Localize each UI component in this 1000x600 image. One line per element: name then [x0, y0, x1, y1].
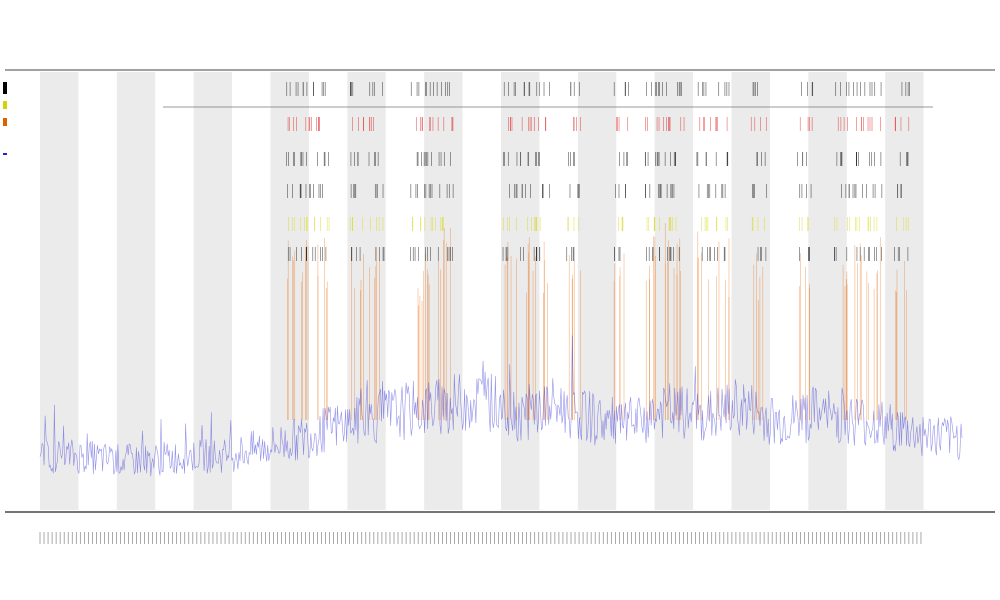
legend-swatch-4	[3, 153, 7, 155]
legend-swatch-2	[3, 101, 7, 109]
event-spikes	[287, 222, 907, 420]
x-tick-labels	[39, 532, 922, 544]
band-10	[808, 72, 847, 510]
band-9	[731, 72, 770, 510]
band-11	[885, 72, 924, 510]
band-7	[577, 72, 617, 510]
band-0	[40, 72, 79, 510]
legend-swatch-1	[3, 82, 7, 94]
series-signal-line	[39, 335, 963, 477]
band-1	[116, 72, 156, 510]
background-bands	[40, 72, 924, 510]
band-2	[193, 72, 233, 510]
band-6	[501, 72, 540, 510]
event-markers	[286, 82, 910, 261]
legend-swatch-3	[3, 118, 7, 126]
legend	[3, 82, 7, 155]
band-4	[347, 72, 386, 510]
